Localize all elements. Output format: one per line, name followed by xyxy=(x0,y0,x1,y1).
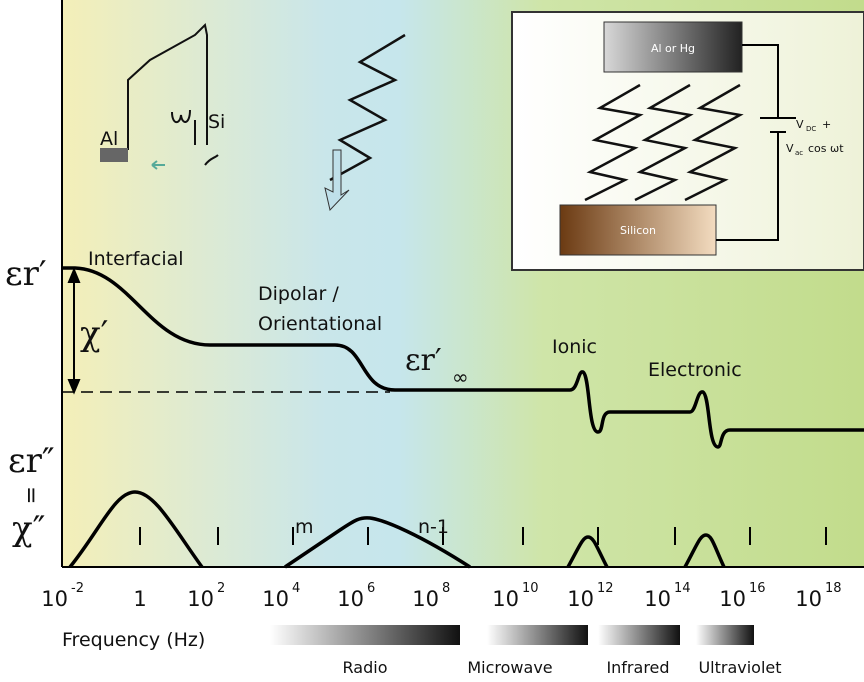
tick-base: 10 xyxy=(719,587,746,611)
band-bar xyxy=(270,625,460,645)
ionic-label: Ionic xyxy=(552,336,597,358)
tick-sup: 16 xyxy=(749,581,766,596)
tick-marks xyxy=(139,527,827,545)
axis-title: Frequency (Hz) xyxy=(62,629,205,651)
voltage-label: V DC + V ac cos ωt xyxy=(786,118,844,157)
chi-arrow xyxy=(67,267,81,395)
dipole-arrow xyxy=(324,149,350,212)
substrate-label: Silicon xyxy=(620,224,656,237)
tick-base: 10 xyxy=(41,587,68,611)
tick-sup: -2 xyxy=(71,581,84,596)
tick-sup: 14 xyxy=(674,581,691,596)
eps-inf: εr′ xyxy=(405,343,442,378)
electronic-label: Electronic xyxy=(648,359,742,381)
spectrum-bands: Radio Microwave Infrared Ultraviolet xyxy=(270,625,782,677)
eps-inf-sub: ∞ xyxy=(452,365,469,389)
wave xyxy=(329,33,406,182)
eps-imag: εr″ xyxy=(8,441,55,481)
band-bar xyxy=(598,625,680,645)
tick-base: 1 xyxy=(133,587,146,611)
tick-sup: 8 xyxy=(442,581,450,596)
vdc-plus: + xyxy=(822,118,831,131)
loss-peak-interfacial xyxy=(68,490,204,569)
tick-base: 10 xyxy=(795,587,822,611)
band-label: Infrared xyxy=(606,658,669,677)
al-label: Al xyxy=(100,128,118,150)
band-sketch xyxy=(127,22,219,166)
tick-base: 10 xyxy=(644,587,671,611)
equals: = xyxy=(18,486,43,504)
band-label: Microwave xyxy=(467,658,552,677)
vac: V xyxy=(786,142,794,155)
band-bar xyxy=(487,625,588,645)
tick-labels: 10 -2 1 10 2 10 4 10 6 10 8 10 10 10 12 10 14 10 16 10 18 xyxy=(41,581,841,611)
tick-base: 10 xyxy=(337,587,364,611)
vdc-sub: DC xyxy=(806,125,816,133)
chi-imag: χ″ xyxy=(12,509,45,549)
tick-sup: 18 xyxy=(825,581,842,596)
loss-peak-dipolar xyxy=(284,516,471,569)
tick-sup: 6 xyxy=(367,581,375,596)
band-label: Ultraviolet xyxy=(698,658,781,677)
vac-sub: ac xyxy=(795,149,803,157)
vac-rest: cos ωt xyxy=(808,142,844,155)
inset-waves xyxy=(584,83,744,202)
eps-real: εr′ xyxy=(5,254,47,294)
tick-base: 10 xyxy=(262,587,289,611)
electrode xyxy=(603,21,743,73)
loss-peak-electronic xyxy=(683,533,726,568)
tick-base: 10 xyxy=(412,587,439,611)
circuit xyxy=(716,44,796,241)
n1-label: n-1 xyxy=(418,516,449,538)
substrate xyxy=(559,204,717,256)
tick-base: 10 xyxy=(187,587,214,611)
m-label: m xyxy=(295,516,314,538)
electron-arrow xyxy=(151,160,165,170)
loss-peak-ionic xyxy=(566,535,609,568)
tick-sup: 10 xyxy=(522,581,539,596)
interfacial-label: Interfacial xyxy=(88,248,184,270)
tick-base: 10 xyxy=(567,587,594,611)
dipolar-label: Dipolar / xyxy=(258,283,339,305)
band-bar xyxy=(696,625,754,645)
electrode-label: Al or Hg xyxy=(651,42,695,55)
tick-base: 10 xyxy=(492,587,519,611)
band-label: Radio xyxy=(343,658,388,677)
si-label: Si xyxy=(208,111,225,133)
permittivity-curve xyxy=(62,266,864,449)
vdc: V xyxy=(796,118,804,131)
orientational-label: Orientational xyxy=(258,313,382,335)
tick-sup: 12 xyxy=(597,581,614,596)
tick-sup: 4 xyxy=(292,581,300,596)
al-block xyxy=(100,148,128,162)
chi-real: χ′ xyxy=(80,314,108,354)
tick-sup: 2 xyxy=(217,581,225,596)
